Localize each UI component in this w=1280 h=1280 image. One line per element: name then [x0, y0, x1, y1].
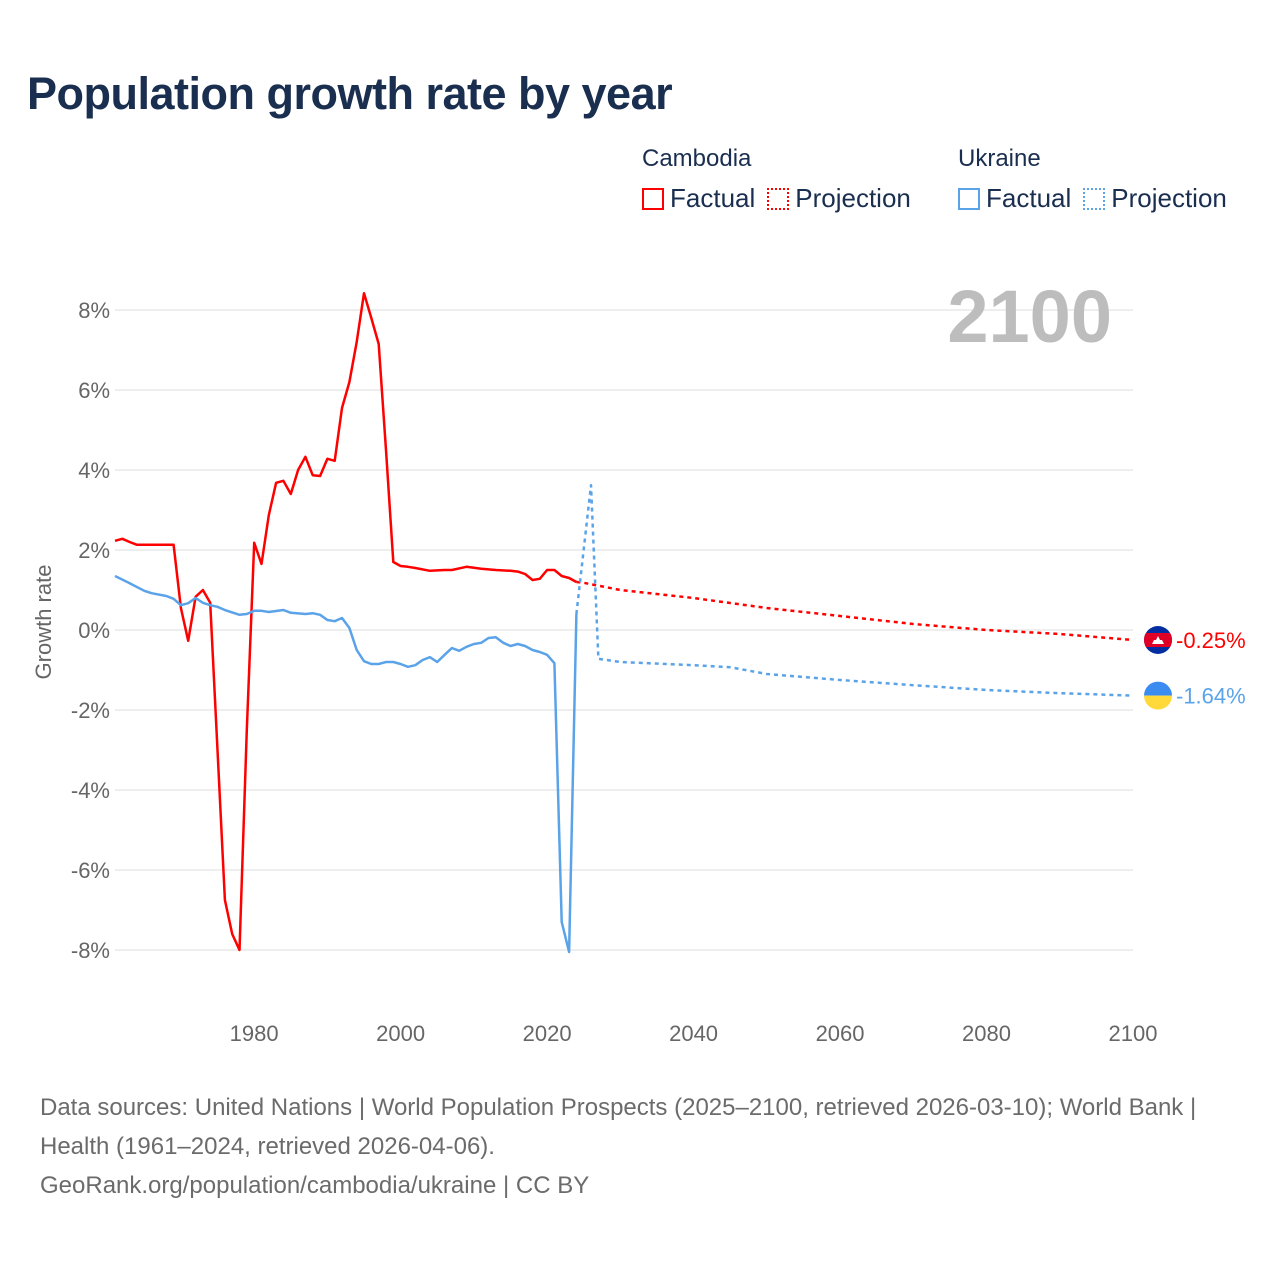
legend-label: Projection	[1111, 183, 1227, 213]
y-tick-label: 6%	[78, 378, 110, 403]
legend-group-cambodia: Cambodia Factual Projection	[642, 145, 911, 214]
chart-title: Population growth rate by year	[27, 68, 673, 119]
solid-swatch-icon	[958, 187, 980, 210]
series-line-ukraine-factual	[114, 574, 578, 954]
y-tick-label: -4%	[71, 778, 110, 803]
footer: Data sources: United Nations | World Pop…	[40, 1088, 1240, 1205]
legend-label: Factual	[986, 183, 1072, 213]
flag-blue	[1144, 681, 1172, 696]
y-tick-label: -6%	[71, 858, 110, 883]
series-line-cambodia-projection	[576, 580, 1134, 642]
x-tick-label: 2020	[523, 1021, 572, 1046]
y-axis-label: Growth rate	[31, 565, 56, 680]
temple-icon	[1152, 636, 1164, 644]
end-value-label: -0.25%	[1176, 628, 1246, 653]
y-tick-label: 8%	[78, 298, 110, 323]
y-tick-label: -8%	[71, 938, 110, 963]
y-tick-label: -2%	[71, 698, 110, 723]
legend-group-name: Ukraine	[958, 145, 1041, 172]
year-overlay: 2100	[947, 275, 1112, 358]
dotted-swatch-icon	[767, 187, 790, 210]
line-chart: 8% 6% 4% 2% 0% -2% -4% -6% -8% 1980 2000 2020 2040 20…	[31, 275, 1246, 1046]
dotted-swatch-icon	[1083, 187, 1106, 210]
x-tick-label: 2100	[1109, 1021, 1158, 1046]
series-line-cambodia-factual	[114, 291, 578, 952]
ukraine-flag-icon	[1144, 681, 1172, 710]
legend-label: Factual	[670, 183, 756, 213]
series-line-ukraine-projection	[575, 483, 1134, 697]
x-tick-label: 1980	[230, 1021, 279, 1046]
legend-cambodia-factual[interactable]: Factual	[642, 183, 755, 214]
flag-body	[1144, 681, 1172, 710]
y-tick-label: 0%	[78, 618, 110, 643]
x-tick-label: 2040	[669, 1021, 718, 1046]
legend-group-ukraine: Ukraine Factual Projection	[958, 145, 1227, 214]
flag-body	[1144, 626, 1172, 654]
legend-ukraine-projection[interactable]: Projection	[1083, 183, 1227, 214]
x-tick-label: 2060	[816, 1021, 865, 1046]
x-tick-label: 2080	[962, 1021, 1011, 1046]
flag-yellow	[1144, 695, 1172, 710]
data-sources: Data sources: United Nations | World Pop…	[40, 1094, 1197, 1160]
x-tick-label: 2000	[376, 1021, 425, 1046]
legend-ukraine-factual[interactable]: Factual	[958, 183, 1071, 214]
y-tick-label: 4%	[78, 458, 110, 483]
y-tick-label: 2%	[78, 538, 110, 563]
cambodia-flag-icon	[1144, 626, 1172, 654]
end-value-label: -1.64%	[1176, 684, 1246, 709]
legend-label: Projection	[795, 183, 911, 213]
solid-swatch-icon	[642, 187, 664, 210]
legend-group-name: Cambodia	[642, 145, 752, 172]
credit-link[interactable]: GeoRank.org/population/cambodia/ukraine …	[40, 1172, 590, 1199]
legend-cambodia-projection[interactable]: Projection	[767, 183, 911, 214]
